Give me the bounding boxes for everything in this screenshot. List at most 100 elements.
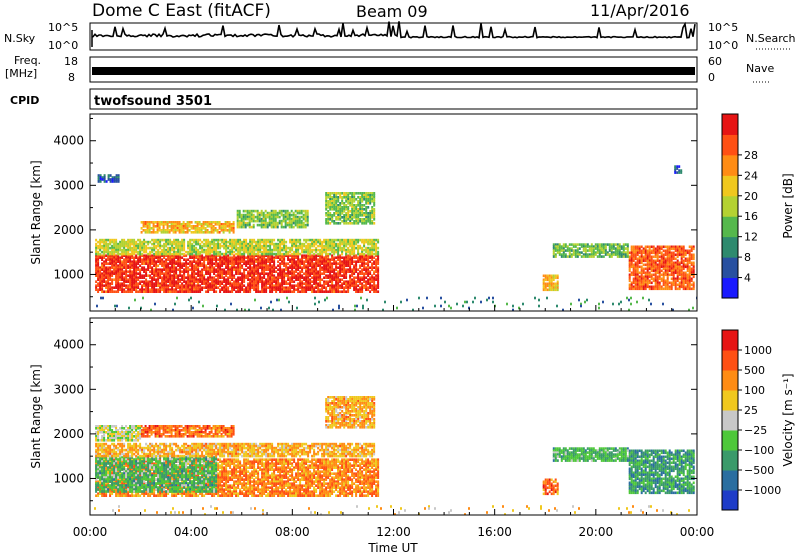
power-cbar-label: 8 [744,251,751,264]
time-tick-label: 16:00 [477,525,512,539]
power-ytick-label: 1000 [53,267,84,281]
cpid-value: twofsound 3501 [94,94,212,109]
nsky-tick-bottom: 10^0 [48,39,78,52]
time-tick-label: 08:00 [275,525,310,539]
velocity-colorbar-step [722,450,738,471]
power-cbar-label: 12 [744,231,758,244]
power-cbar-label: 28 [744,149,758,162]
power-region-3 [236,209,309,229]
velocity-cbar-label: 100 [744,384,765,397]
nsky-tick-top: 10^5 [48,21,78,34]
velocity-colorbar-step [722,350,738,371]
power-colorbar-step [722,175,738,197]
velocity-region-7 [552,447,629,462]
velocity-region-6 [628,449,695,495]
power-ytick-label: 2000 [53,223,84,237]
power-region-8 [542,274,559,292]
power-colorbar-step [722,277,738,299]
x-axis-title: Time UT [367,541,418,554]
velocity-colorbar: 1000 500 100 25 −25 −100 −500 −1000 Velocity [m … [721,329,795,511]
nsky-trace [91,21,696,39]
power-ylabel: Slant Range [km] [29,160,43,264]
power-ytick-label: 3000 [53,178,84,192]
power-cbar-label: 20 [744,190,758,203]
velocity-colorbar-step [722,410,738,431]
cpid-strip: CPID twofsound 3501 [10,88,698,110]
power-colorbar-step [722,236,738,258]
freq-tick-bottom: 8 [68,71,75,84]
power-ytick-label: 4000 [53,134,84,148]
freq-strip: Freq. [MHz] 18 8 60 0 Nave [5,54,774,84]
freq-band [92,67,695,75]
velocity-colorbar-step [722,330,738,351]
power-colorbar-step [722,134,738,156]
power-colorbar: 4 8 12 16 20 24 28 Power [dB] [721,113,795,299]
velocity-cbar-label: 1000 [744,344,772,357]
cpid-label: CPID [10,94,39,107]
freq-unit: [MHz] [5,67,37,80]
power-region-4 [325,192,376,225]
power-cbar-label: 16 [744,210,758,223]
velocity-colorbar-step [722,490,738,511]
velocity-ytick-label: 1000 [53,471,84,485]
nave-tick-top: 60 [708,55,722,68]
velocity-colorbar-step [722,390,738,411]
nsearch-tick-bottom: 10^0 [708,39,738,52]
time-tick-label: 00:00 [73,525,108,539]
velocity-data [94,396,695,515]
velocity-region-2 [95,442,376,458]
power-colorbar-label: Power [dB] [781,173,795,238]
power-region-5 [97,174,120,183]
time-tick-label: 04:00 [174,525,209,539]
velocity-region-1 [95,456,218,493]
nsearch-tick-top: 10^5 [708,21,738,34]
velocity-cbar-label: −25 [744,424,767,437]
velocity-region-5 [325,396,376,429]
power-cbar-label: 24 [744,169,758,182]
nsky-strip: N.Sky 10^5 10^0 10^5 10^0 N.Search [4,21,796,52]
power-colorbar-step [722,114,738,135]
velocity-cbar-label: −1000 [744,484,781,497]
time-tick-label: 12:00 [376,525,411,539]
velocity-colorbar-frame [721,329,739,511]
power-region-1 [95,238,380,256]
power-cbar-label: 4 [744,272,751,285]
nsky-label: N.Sky [4,32,36,45]
velocity-ytick-label: 3000 [53,382,84,396]
velocity-colorbar-step [722,430,738,451]
plot-title: Dome C East (fitACF) [92,1,271,21]
power-region-7 [552,243,629,258]
freq-frame [89,56,698,83]
power-data [95,165,697,311]
power-region-9 [674,165,683,174]
freq-tick-top: 18 [64,55,78,68]
date-label: 11/Apr/2016 [590,1,690,20]
velocity-colorbar-step [722,470,738,491]
power-colorbar-step [722,257,738,279]
velocity-cbar-label: 500 [744,364,765,377]
power-region-6 [628,245,695,291]
power-region-0 [95,254,380,293]
time-tick-label: 00:00 [680,525,715,539]
velocity-cbar-label: −100 [744,444,774,457]
velocity-ylabel: Slant Range [km] [29,364,43,468]
power-region-10 [96,296,697,311]
power-panel: 1000 2000 3000 4000 Slant Range [km] 4 8 12 16 20… [29,113,795,312]
velocity-ytick-label: 2000 [53,427,84,441]
nave-label: Nave [746,62,774,75]
velocity-region-9 [94,505,690,515]
power-colorbar-step [722,154,738,176]
nsearch-label: N.Search [746,32,796,45]
power-colorbar-frame [721,113,739,299]
velocity-ytick-label: 4000 [53,338,84,352]
velocity-colorbar-step [722,370,738,391]
velocity-colorbar-label: Velocity [m s⁻¹] [781,373,795,466]
power-colorbar-step [722,216,738,238]
velocity-cbar-label: 25 [744,404,758,417]
velocity-region-8 [542,478,559,496]
time-tick-label: 20:00 [579,525,614,539]
velocity-region-4 [95,425,142,442]
velocity-panel: 1000 2000 3000 4000 Slant Range [km] 1000 500 1… [29,317,795,516]
power-region-2 [140,221,235,234]
